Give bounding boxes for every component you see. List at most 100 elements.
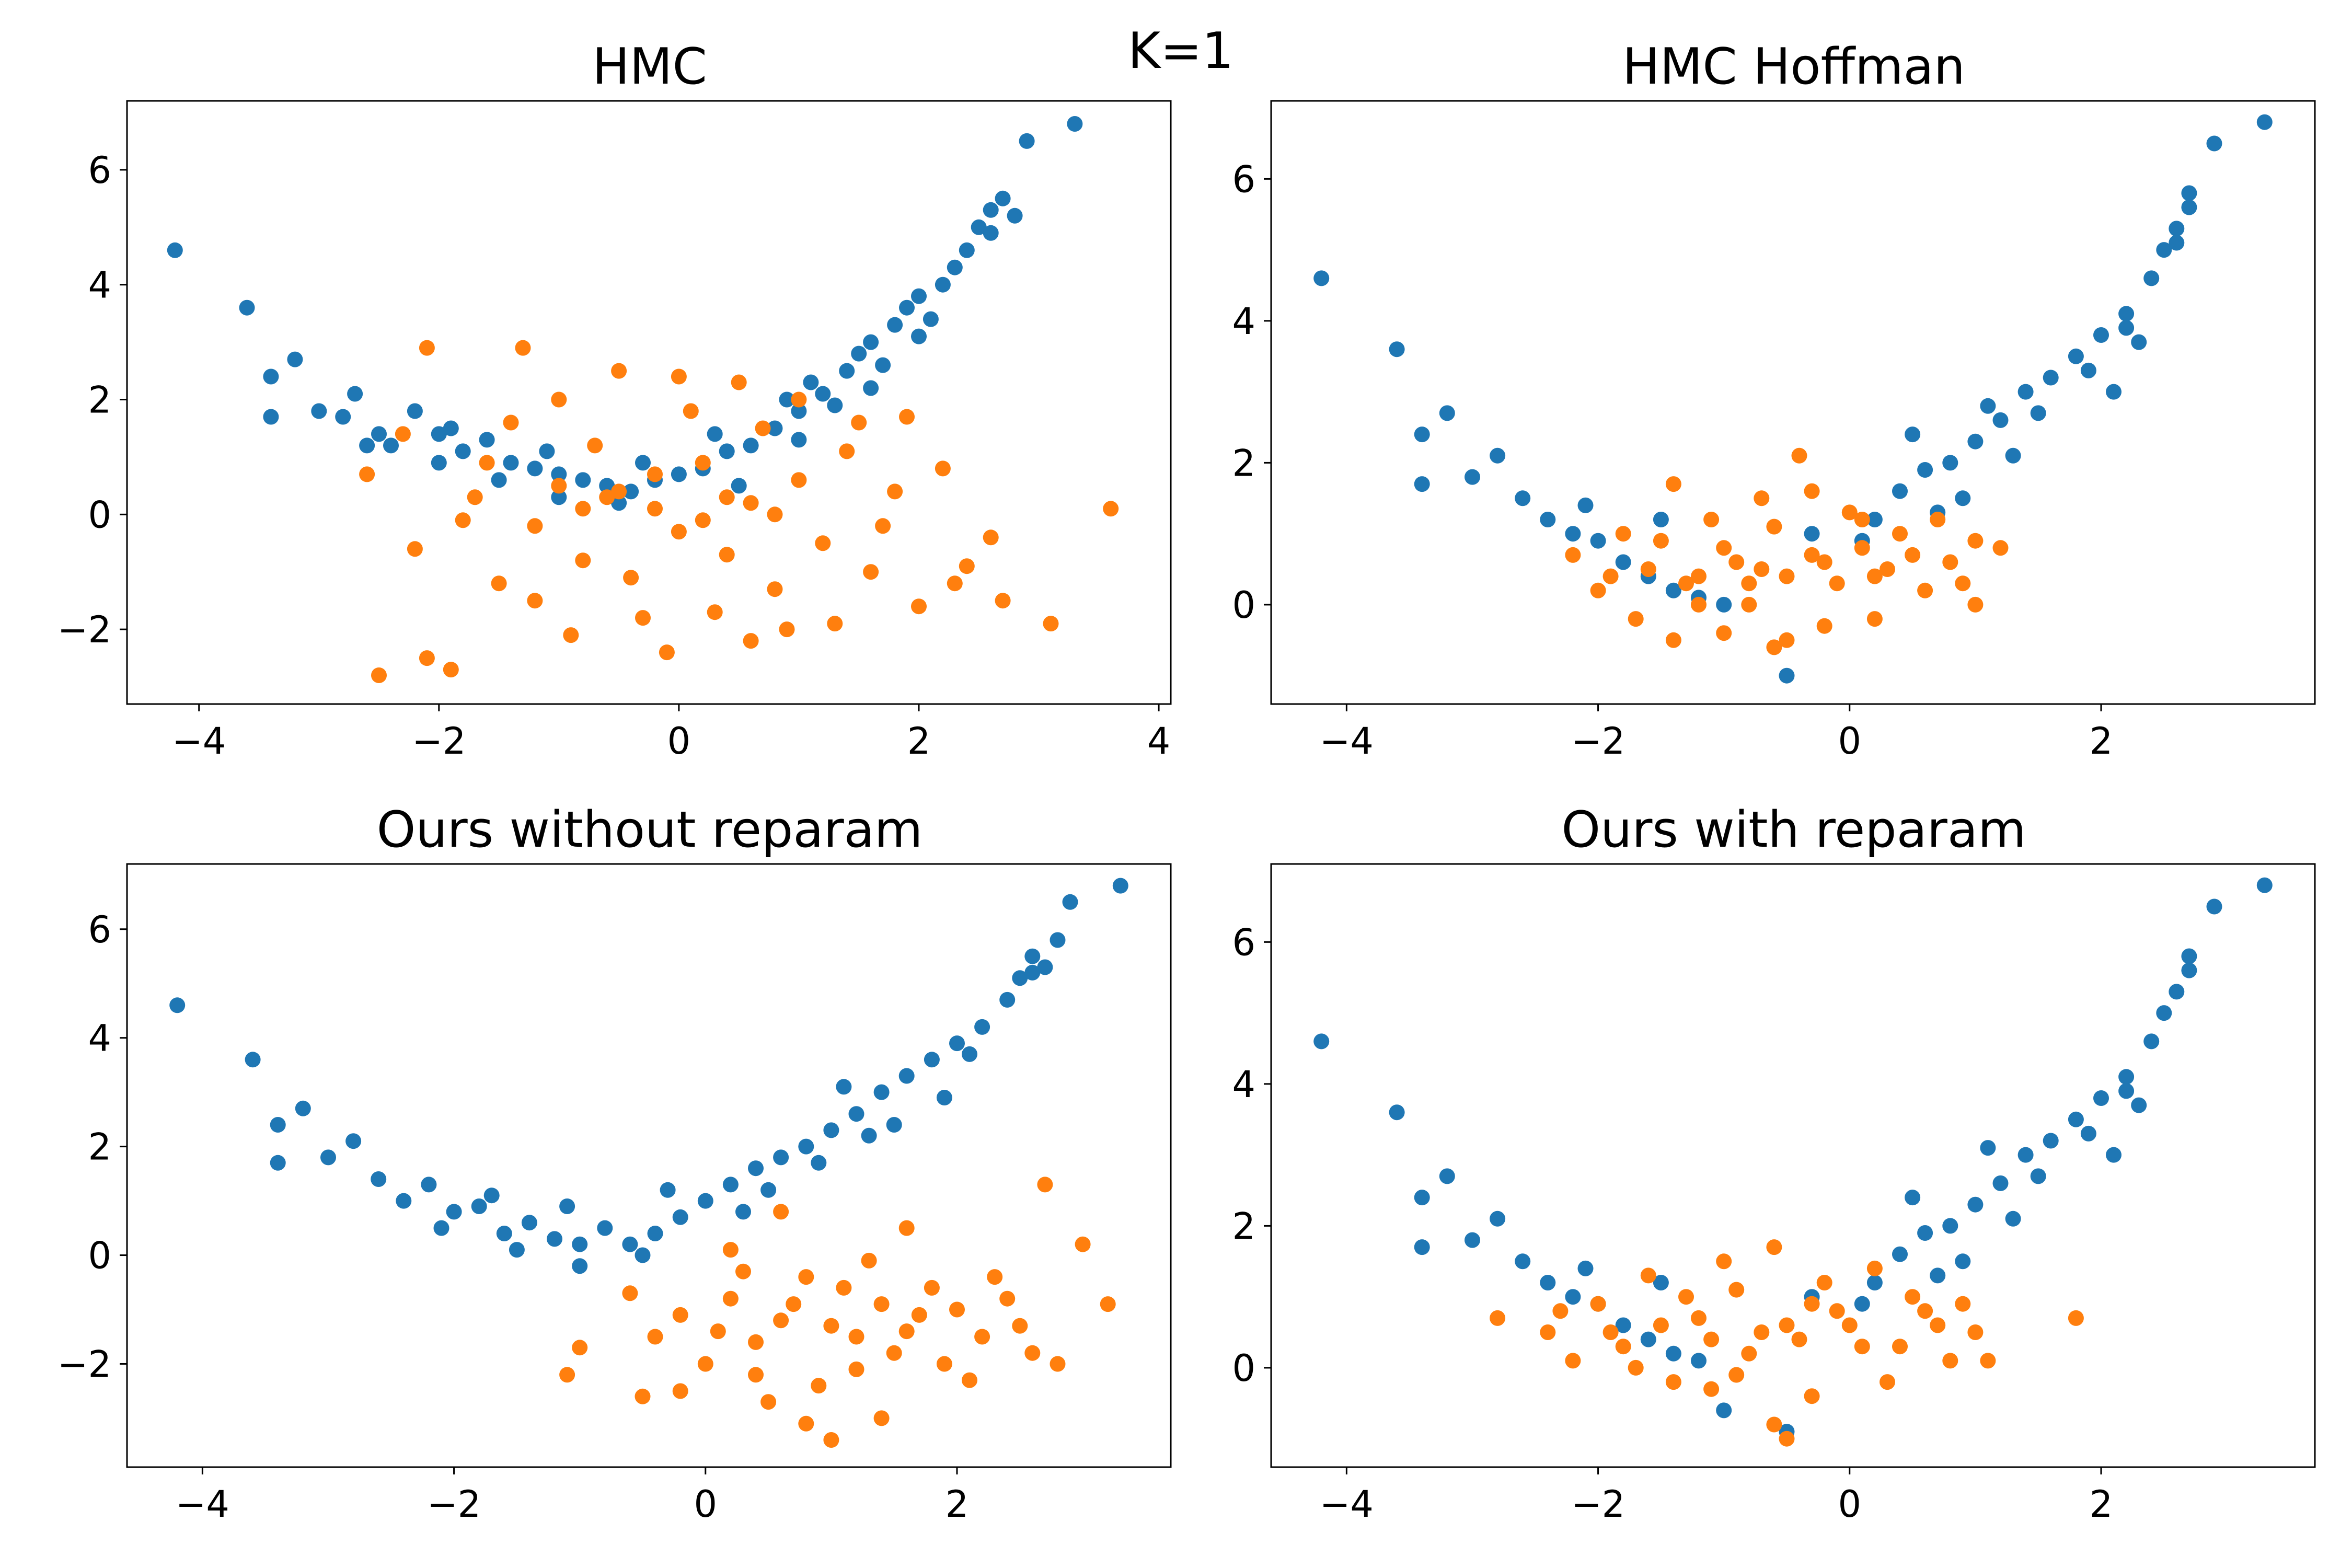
scatter-point [245,1052,261,1068]
scatter-point [1841,504,1858,521]
scatter-point [2131,1097,2147,1113]
scatter-point [2169,235,2185,251]
scatter-point [959,242,975,258]
scatter-point [635,455,651,471]
scatter-point [1980,1140,1996,1156]
scatter-point [1565,1289,1581,1305]
scatter-point [672,1209,688,1225]
scatter-point [1766,639,1782,655]
scatter-point [1829,575,1845,592]
scatter-point [731,478,747,494]
scatter-point [1716,596,1732,613]
scatter-point [1728,1367,1745,1383]
scatter-point [2068,348,2084,364]
scatter-point [851,414,867,431]
scatter-point [1866,611,1883,627]
scatter-point [479,432,495,448]
scatter-point [647,1329,663,1345]
scatter-point [1389,341,1405,358]
scatter-point [924,1279,940,1296]
scatter-point [547,1231,562,1247]
scatter-point [898,1323,915,1340]
scatter-point [710,1323,726,1340]
x-tick-label: 0 [1838,1483,1861,1526]
scatter-point [551,391,567,408]
scatter-point [2093,327,2109,343]
scatter-point [873,1084,890,1100]
scatter-point [851,345,867,362]
scatter-point [1313,270,1330,286]
scatter-point [1854,540,1870,556]
scatter-point [1414,426,1430,443]
scatter-point [1917,1303,1933,1319]
scatter-point [899,299,915,316]
scatter-point [1414,476,1430,492]
scatter-point [1653,1317,1669,1333]
scatter-point [395,426,411,442]
scatter-point [863,564,879,580]
scatter-point [597,1220,613,1236]
scatter-point [2118,306,2135,322]
scatter-point [2080,362,2096,378]
scatter-point [527,518,543,534]
panel-ours-without-reparam: Ours without reparam −4 −2 0 2 −2 0 2 4 6 [57,801,1172,1526]
scatter-point [431,455,447,471]
scatter-point [911,598,927,615]
scatter-point [503,455,519,471]
y-axis-ticks: −2 0 2 4 6 [57,149,127,651]
scatter-point [798,1138,814,1155]
scatter-point [2181,199,2197,215]
scatter-point [947,575,963,592]
scatter-point [1955,1296,1971,1312]
scatter-point [735,1263,751,1279]
scatter-point [949,1301,965,1318]
scatter-point [722,1177,739,1193]
scatter-point [743,633,759,649]
scatter-point [848,1329,864,1345]
scatter-point [983,225,999,241]
scatter-point [959,558,975,574]
scatter-point [1816,618,1832,634]
x-tick-label: 2 [946,1483,969,1526]
scatter-point [695,512,711,528]
scatter-point [731,374,747,390]
scatter-point [1050,932,1066,948]
scatter-point [936,1090,952,1105]
scatter-point [659,644,675,661]
scatter-point [1112,878,1128,894]
scatter-point [1779,568,1795,584]
scatter-point [1779,1431,1795,1447]
scatter-point [1665,632,1681,648]
scatter-point [719,443,735,459]
scatter-point [1007,207,1023,224]
scatter-point [722,1290,739,1307]
scatter-point [999,1290,1016,1307]
scatter-point [1640,1267,1656,1284]
scatter-point [773,1312,789,1329]
scatter-point [1716,1253,1732,1270]
scatter-point [923,311,939,327]
scatter-point [1992,540,2009,556]
scatter-point [587,437,603,454]
scatter-point [974,1329,990,1345]
scatter-point [1866,1260,1883,1276]
scatter-point [1905,547,1921,563]
scatter-point [2206,135,2222,152]
x-tick-label: −4 [176,1483,229,1526]
scatter-point [635,1388,651,1404]
scatter-point [1024,948,1041,964]
scatter-point [1754,561,1770,577]
x-axis-ticks: −4 −2 0 2 [176,1467,969,1526]
scatter-point [1439,405,1455,421]
scatter-point [924,1052,940,1068]
scatter-point [887,317,903,333]
scatter-point [1565,1353,1581,1369]
scatter-point [1866,568,1883,584]
scatter-point [1829,1303,1845,1319]
y-tick-label: 4 [1232,1063,1255,1106]
scatter-point [575,472,591,488]
scatter-point [660,1182,676,1198]
scatter-point [1880,1374,1895,1390]
scatter-point [572,1236,588,1252]
